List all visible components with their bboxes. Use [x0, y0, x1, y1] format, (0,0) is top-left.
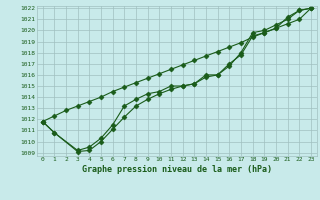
X-axis label: Graphe pression niveau de la mer (hPa): Graphe pression niveau de la mer (hPa): [82, 165, 272, 174]
